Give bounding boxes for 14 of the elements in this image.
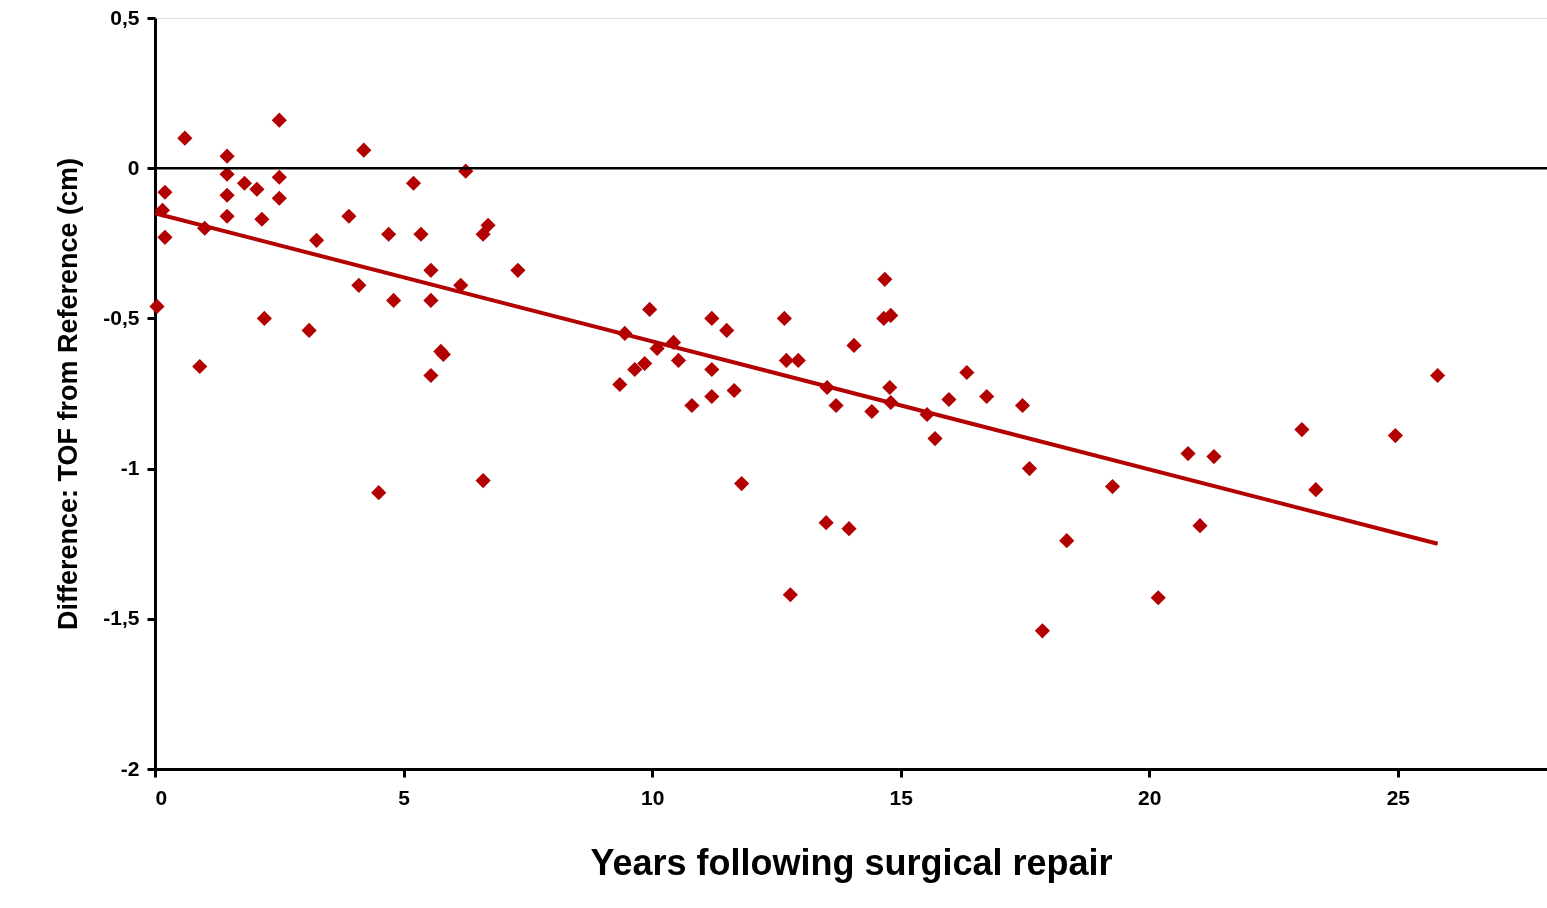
y-tick-label: -1 [120, 456, 140, 480]
y-tick-label: 0,5 [110, 5, 140, 29]
y-tick-label: 0 [127, 155, 140, 179]
y-tick-label: -0,5 [103, 305, 140, 329]
x-tick-label: 20 [1138, 785, 1162, 809]
x-tick-label: 5 [398, 785, 411, 809]
y-axis-title: Difference: TOF from Reference (cm) [53, 157, 84, 631]
x-tick-label: 10 [640, 785, 665, 809]
x-tick-label: 25 [1386, 785, 1411, 809]
x-tick-label: 15 [889, 785, 914, 809]
x-axis-title: Years following surgical repair [590, 841, 1113, 883]
x-tick-label: 0 [155, 785, 168, 809]
y-tick-label: -2 [120, 756, 140, 780]
y-tick-label: -1,5 [103, 606, 140, 630]
